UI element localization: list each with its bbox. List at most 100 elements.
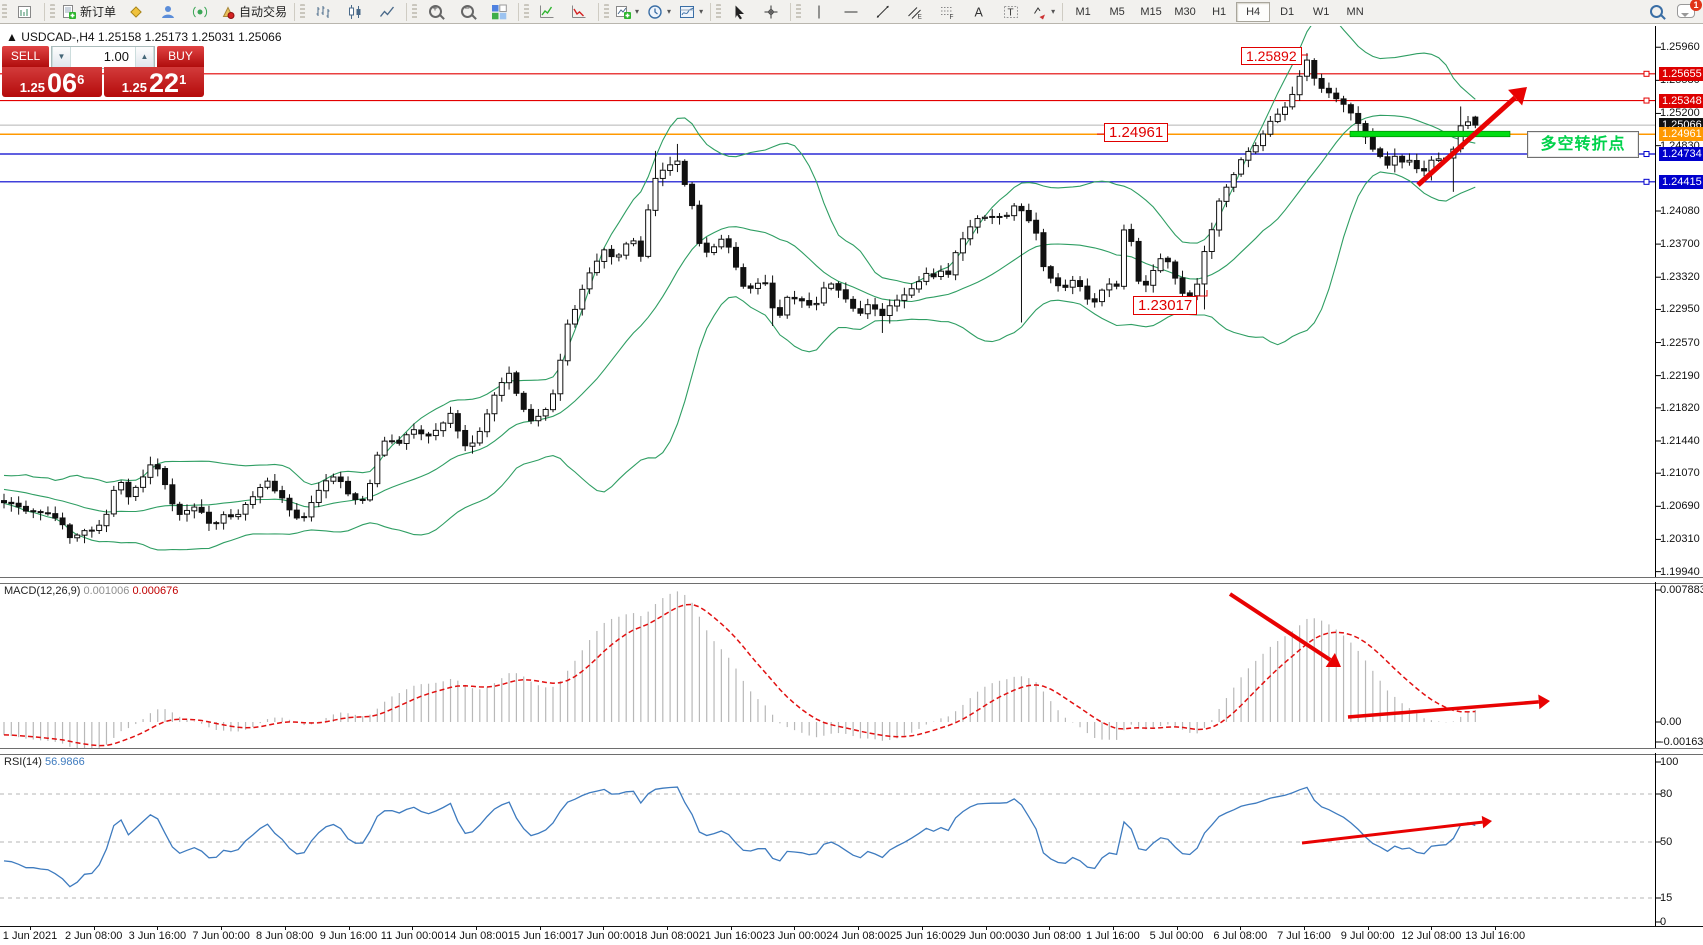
metaeditor-icon (130, 5, 142, 18)
toolbar-grip[interactable] (524, 3, 530, 20)
rsi-axis-label: 50 (1660, 836, 1673, 848)
panel-separator[interactable] (0, 577, 1703, 584)
time-tick (1176, 926, 1178, 930)
timeframe-M5[interactable]: M5 (1109, 5, 1125, 18)
price-tick-label: 1.22950 (1660, 303, 1700, 316)
sell-price-small: 1.25 (19, 80, 46, 95)
timeframe-M15[interactable]: M15 (1140, 5, 1162, 18)
toolbar-grip[interactable] (2, 3, 7, 20)
panel-separator[interactable] (0, 748, 1703, 755)
main-toolbar: 新订单 自动交易 + − ▾ ▾ ▾ E F A T ▾ M1 M5 M15 M30 H1 H4 D1 W1 MN 1 (0, 0, 1703, 24)
rsi-axis-label: 0 (1660, 916, 1667, 928)
timeframe-H4[interactable]: H4 (1236, 1, 1271, 22)
toolbar-grip[interactable] (412, 3, 418, 20)
cursor-icon (735, 5, 745, 19)
chat-button[interactable]: 1 (1677, 0, 1702, 18)
data-window-button[interactable] (563, 1, 595, 23)
arrows-tool[interactable]: ▾ (1027, 1, 1059, 23)
tile-windows-button[interactable] (483, 1, 515, 23)
timeframe-D1[interactable]: D1 (1280, 5, 1295, 18)
toolbar-separator (406, 2, 408, 21)
buy-price-big: 22 (149, 68, 180, 98)
vertical-line-tool[interactable] (803, 1, 835, 23)
macd-axis-label: -0.001638 (1660, 736, 1703, 748)
new-order-button[interactable]: 新订单 (57, 1, 120, 23)
sell-button[interactable]: SELL (2, 46, 49, 67)
zoom-in-button[interactable]: + (419, 1, 451, 23)
bar-chart-button[interactable] (307, 1, 339, 23)
new-chart-button[interactable] (9, 1, 41, 23)
red-trend-arrow (1347, 700, 1539, 719)
crosshair-tool-button[interactable] (755, 1, 787, 23)
time-axis-label: 23 Jun 00:00 (762, 930, 827, 942)
text-label-tool[interactable]: T (995, 1, 1027, 23)
ohlc-open: 1.25158 (97, 30, 142, 44)
signals-button[interactable] (184, 1, 216, 23)
auto-trading-button[interactable]: 自动交易 (216, 1, 291, 23)
search-icon[interactable] (1650, 4, 1663, 18)
toolbar-grip[interactable] (716, 3, 722, 20)
line-chart-icon (379, 6, 395, 17)
dropdown-arrow-icon[interactable]: ▾ (699, 7, 704, 16)
price-annotation-label[interactable]: 1.25892 (1241, 47, 1302, 65)
price-annotation-label[interactable]: 1.23017 (1133, 296, 1198, 315)
fibonacci-tool[interactable]: F (931, 1, 963, 23)
price-tick-label: 1.21070 (1660, 467, 1700, 480)
sell-price-big: 06 (47, 68, 78, 98)
indicator-list-button[interactable] (531, 1, 563, 23)
toolbar-grip[interactable] (796, 3, 802, 20)
line-chart-button[interactable] (371, 1, 403, 23)
time-tick (1049, 926, 1051, 930)
time-axis-label: 21 Jun 16:00 (698, 930, 763, 942)
profile-button[interactable] (152, 1, 184, 23)
timeframe-MN[interactable]: MN (1346, 5, 1364, 18)
line-handle (1643, 97, 1650, 104)
dropdown-arrow-icon[interactable]: ▾ (667, 7, 672, 16)
toolbar-grip[interactable] (604, 3, 610, 20)
timeframe-H1[interactable]: H1 (1212, 5, 1227, 18)
svg-text:A: A (975, 5, 984, 19)
volume-field[interactable]: 1.00 (103, 49, 129, 64)
collapse-arrow-icon[interactable]: ▲ (6, 30, 18, 44)
turning-point-label[interactable]: 多空转折点 (1527, 131, 1639, 158)
time-axis-label: 29 Jun 00:00 (953, 930, 1018, 942)
timeframe-W1[interactable]: W1 (1312, 5, 1330, 18)
cursor-tool-button[interactable] (723, 1, 755, 23)
red-trend-arrow (1228, 592, 1332, 662)
new-order-icon (63, 4, 76, 19)
buy-price[interactable]: 1.25 22 1 (104, 67, 204, 97)
volume-up-button[interactable]: ▲ (135, 47, 154, 68)
sell-price[interactable]: 1.25 06 6 (2, 67, 102, 97)
metaeditor-button[interactable] (120, 1, 152, 23)
text-tool[interactable]: A (963, 1, 995, 23)
candlestick-chart-button[interactable] (339, 1, 371, 23)
dropdown-arrow-icon[interactable]: ▾ (1051, 7, 1056, 16)
timeframe-M1[interactable]: M1 (1075, 5, 1091, 18)
horizontal-line-tool[interactable] (835, 1, 867, 23)
time-axis-label: 7 Jun 00:00 (192, 930, 250, 942)
toolbar-separator (790, 2, 792, 21)
price-badge: 1.25348 (1659, 93, 1703, 108)
toolbar-grip[interactable] (300, 3, 306, 20)
time-axis-label: 9 Jun 16:00 (319, 930, 378, 942)
toolbar-separator (598, 2, 600, 21)
price-tick-label: 1.22570 (1660, 336, 1700, 349)
time-tick (858, 926, 860, 930)
templates-button[interactable]: ▾ (675, 1, 707, 23)
time-tick (157, 926, 159, 930)
equidistant-channel-tool[interactable]: E (899, 1, 931, 23)
price-tick-label: 1.19940 (1660, 565, 1700, 578)
toolbar-grip[interactable] (50, 3, 55, 20)
price-annotation-label[interactable]: 1.24961 (1104, 123, 1169, 142)
periods-button[interactable]: ▾ (643, 1, 675, 23)
ohlc-close: 1.25066 (238, 30, 282, 44)
volume-down-button[interactable]: ▼ (52, 47, 71, 68)
zoom-out-button[interactable]: − (451, 1, 483, 23)
trendline-tool[interactable] (867, 1, 899, 23)
buy-button[interactable]: BUY (157, 46, 204, 67)
add-indicator-button[interactable]: ▾ (611, 1, 643, 23)
tile-windows-icon (492, 4, 507, 19)
dropdown-arrow-icon[interactable]: ▾ (635, 7, 640, 16)
timeframe-M30[interactable]: M30 (1174, 5, 1196, 18)
